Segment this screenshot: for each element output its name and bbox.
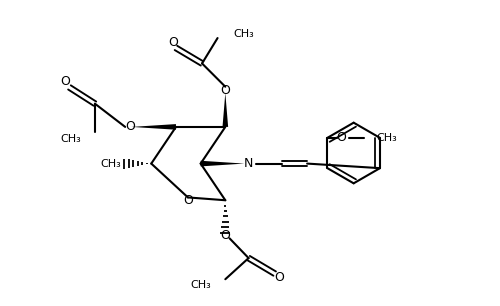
- Text: O: O: [274, 271, 284, 284]
- Text: O: O: [125, 120, 135, 133]
- Text: N: N: [244, 157, 254, 170]
- Polygon shape: [222, 93, 228, 127]
- Text: O: O: [336, 131, 346, 144]
- Text: O: O: [184, 194, 194, 207]
- Text: CH₃: CH₃: [60, 134, 81, 144]
- Text: O: O: [220, 229, 230, 242]
- Text: CH₃: CH₃: [100, 159, 121, 169]
- Text: CH₃: CH₃: [233, 29, 254, 39]
- Text: CH₃: CH₃: [190, 280, 211, 290]
- Polygon shape: [132, 124, 176, 130]
- Text: O: O: [60, 75, 70, 88]
- Polygon shape: [200, 161, 244, 166]
- Text: O: O: [220, 84, 230, 97]
- Text: CH₃: CH₃: [377, 133, 398, 143]
- Text: O: O: [168, 36, 178, 50]
